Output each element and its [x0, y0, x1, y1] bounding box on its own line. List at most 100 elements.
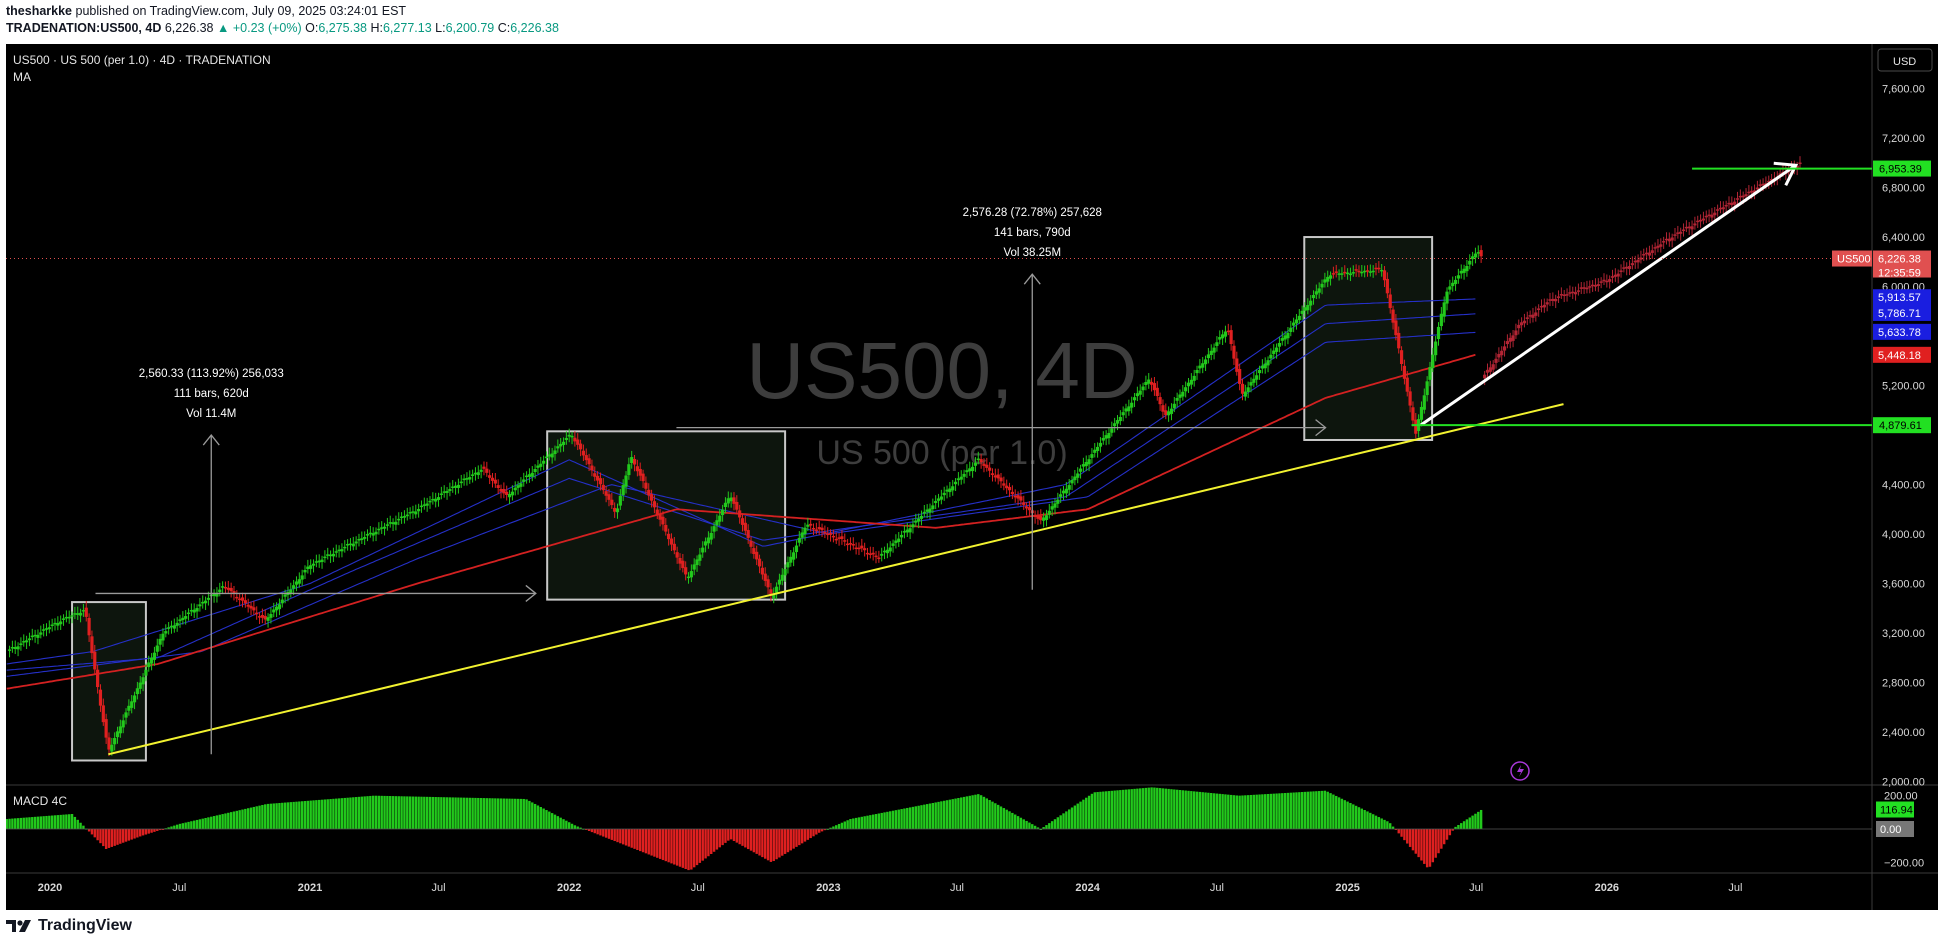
candle: [363, 536, 367, 539]
candle: [1167, 411, 1171, 416]
candle: [1212, 347, 1216, 353]
projection-candle: [1769, 179, 1774, 181]
macd-bar: [979, 795, 983, 829]
projection-candle: [1670, 237, 1674, 241]
candle: [647, 489, 651, 496]
candle: [1104, 435, 1108, 439]
macd-bar: [144, 829, 148, 835]
price-label-bg: [1873, 323, 1931, 340]
macd-bar: [298, 801, 301, 829]
macd-bar: [374, 795, 378, 829]
macd-bar: [1002, 808, 1006, 829]
macd-bar: [1425, 829, 1429, 868]
macd-bar: [1229, 794, 1233, 829]
candle: [726, 498, 730, 504]
macd-bar: [195, 819, 199, 829]
macd-bar: [960, 797, 963, 829]
candle: [732, 497, 736, 504]
candle: [1110, 428, 1114, 433]
projection-candle: [1491, 364, 1495, 370]
macd-bar: [329, 799, 332, 829]
macd-bar: [670, 829, 673, 864]
candle: [448, 489, 452, 492]
macd-bar: [914, 806, 917, 829]
macd-bar: [590, 829, 594, 833]
macd-indicator-label[interactable]: MACD 4C: [13, 794, 67, 808]
candle: [22, 641, 26, 643]
projection-candle: [1724, 204, 1728, 207]
macd-bar: [798, 829, 801, 846]
macd-bar: [295, 801, 298, 829]
candle: [141, 677, 145, 685]
macd-bar: [1156, 787, 1159, 829]
projection-candle: [1750, 190, 1754, 193]
candle: [738, 510, 742, 518]
macd-bar: [50, 815, 54, 829]
macd-bar: [1451, 829, 1454, 831]
candle: [124, 712, 128, 718]
candle: [1252, 378, 1256, 383]
candle: [1206, 354, 1210, 359]
macd-value-label: 0.00: [1880, 824, 1901, 836]
open-value: 6,275.38: [318, 21, 367, 35]
candle: [1047, 510, 1051, 515]
macd-bar: [1457, 824, 1460, 829]
projection-candle: [1565, 294, 1569, 296]
macd-bar: [1119, 790, 1122, 829]
candle: [664, 524, 668, 532]
candle: [1368, 271, 1372, 273]
brand-name[interactable]: TradingView: [38, 917, 132, 934]
macd-bar: [775, 829, 778, 860]
macd-bar: [283, 802, 287, 829]
candle: [380, 527, 384, 529]
candle: [763, 573, 767, 581]
candle: [7, 649, 12, 651]
projection-candle: [1687, 226, 1691, 229]
candle: [891, 543, 895, 546]
candle: [138, 682, 142, 689]
macd-bar: [1102, 791, 1105, 829]
macd-bar: [1170, 789, 1173, 829]
macd-value-label: 116.94: [1880, 805, 1913, 817]
candle: [1357, 270, 1361, 273]
candle: [772, 594, 776, 599]
macd-bar: [258, 805, 261, 829]
candle: [127, 705, 131, 711]
chart-svg[interactable]: US500, 4D US 500 (per 1.0) 2,560.33 (113…: [6, 44, 1938, 910]
currency-label[interactable]: USD: [1893, 56, 1916, 68]
macd-bar: [1465, 819, 1469, 829]
candle: [1340, 273, 1344, 275]
candle: [1005, 485, 1009, 489]
candle: [201, 601, 205, 604]
macd-bar: [1031, 824, 1034, 829]
currency-button[interactable]: USD: [1877, 48, 1933, 72]
macd-bar: [1244, 795, 1247, 829]
candle: [1215, 342, 1219, 346]
ma-indicator-label[interactable]: MA: [13, 70, 31, 84]
candle: [1007, 486, 1012, 491]
candle: [496, 485, 500, 488]
macd-bar: [320, 799, 324, 829]
macd-bar: [619, 829, 622, 844]
candle: [84, 607, 88, 617]
macd-bar: [894, 810, 898, 829]
author-name[interactable]: thesharkke: [6, 4, 73, 18]
candle: [1371, 270, 1375, 273]
macd-bar: [877, 813, 881, 829]
macd-bar: [224, 813, 227, 829]
projection-candle: [1730, 202, 1734, 206]
candle: [36, 634, 40, 638]
lightning-icon[interactable]: [1510, 761, 1530, 781]
candle: [854, 547, 858, 550]
macd-bar: [318, 799, 321, 829]
projection-candle: [1508, 337, 1512, 342]
candle: [67, 616, 71, 619]
macd-bar: [1184, 790, 1187, 829]
macd-bar: [999, 806, 1003, 829]
chart-area[interactable]: US500, 4D US 500 (per 1.0) 2,560.33 (113…: [6, 44, 1938, 910]
projection-candle: [1494, 358, 1498, 363]
macd-bar: [647, 829, 650, 855]
macd-bar: [19, 817, 23, 829]
projection-candle: [1500, 350, 1504, 356]
candle: [1257, 369, 1262, 374]
